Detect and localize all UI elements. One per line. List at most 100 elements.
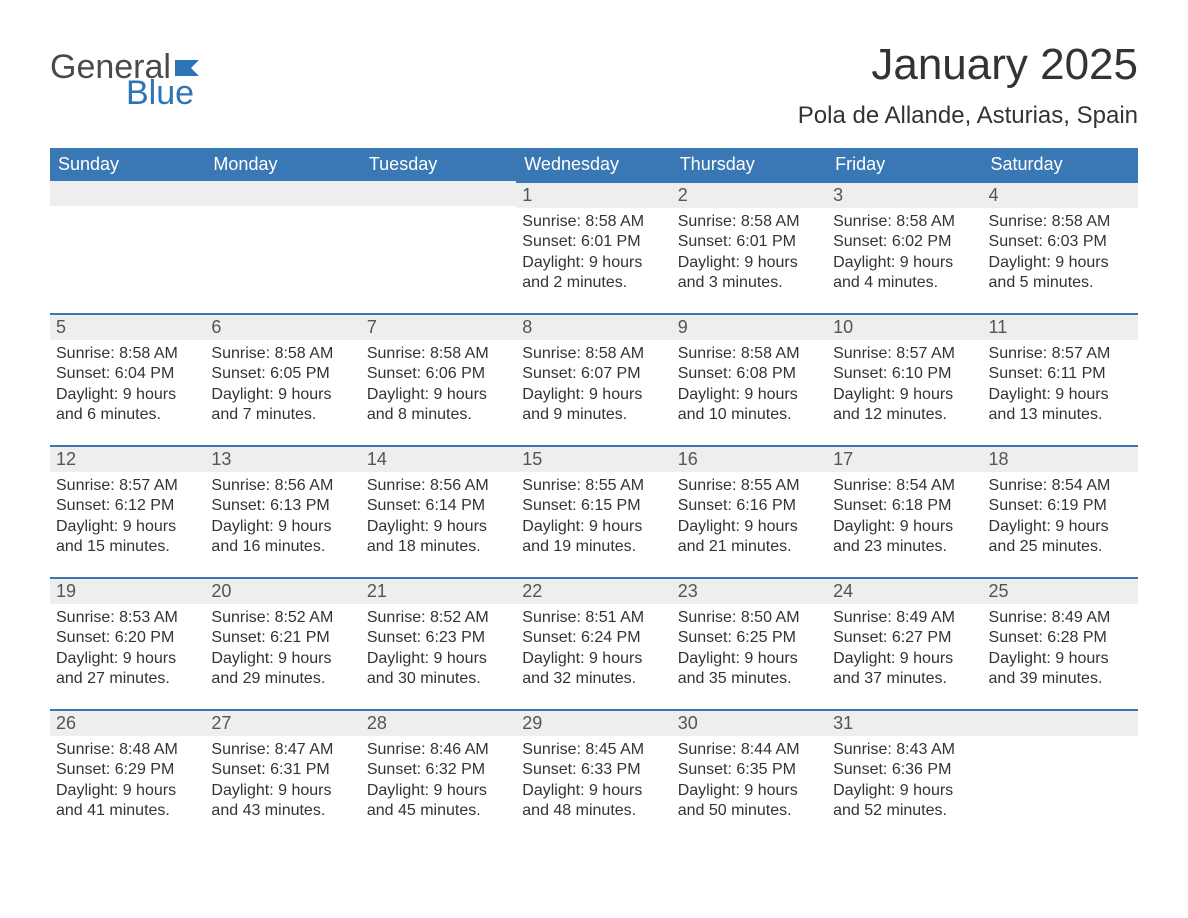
day-number [205, 181, 360, 206]
daylight-text: Daylight: 9 hours and 32 minutes. [522, 649, 665, 690]
day-number: 19 [50, 577, 205, 604]
day-cell: 1Sunrise: 8:58 AMSunset: 6:01 PMDaylight… [516, 181, 671, 311]
day-body: Sunrise: 8:58 AMSunset: 6:02 PMDaylight:… [827, 208, 982, 298]
daylight-text: Daylight: 9 hours and 5 minutes. [989, 253, 1132, 294]
day-cell: 28Sunrise: 8:46 AMSunset: 6:32 PMDayligh… [361, 709, 516, 839]
sunrise-text: Sunrise: 8:53 AM [56, 608, 199, 628]
sunrise-text: Sunrise: 8:54 AM [833, 476, 976, 496]
day-number: 30 [672, 709, 827, 736]
day-cell: 8Sunrise: 8:58 AMSunset: 6:07 PMDaylight… [516, 313, 671, 443]
daylight-text: Daylight: 9 hours and 2 minutes. [522, 253, 665, 294]
day-body: Sunrise: 8:49 AMSunset: 6:27 PMDaylight:… [827, 604, 982, 694]
daylight-text: Daylight: 9 hours and 30 minutes. [367, 649, 510, 690]
sunset-text: Sunset: 6:05 PM [211, 364, 354, 384]
day-number: 9 [672, 313, 827, 340]
daylight-text: Daylight: 9 hours and 13 minutes. [989, 385, 1132, 426]
day-cell [50, 181, 205, 311]
day-number: 29 [516, 709, 671, 736]
day-body: Sunrise: 8:47 AMSunset: 6:31 PMDaylight:… [205, 736, 360, 826]
sunset-text: Sunset: 6:14 PM [367, 496, 510, 516]
day-body: Sunrise: 8:52 AMSunset: 6:21 PMDaylight:… [205, 604, 360, 694]
daylight-text: Daylight: 9 hours and 15 minutes. [56, 517, 199, 558]
day-number: 11 [983, 313, 1138, 340]
day-body: Sunrise: 8:57 AMSunset: 6:11 PMDaylight:… [983, 340, 1138, 430]
day-cell: 21Sunrise: 8:52 AMSunset: 6:23 PMDayligh… [361, 577, 516, 707]
day-number: 4 [983, 181, 1138, 208]
day-number: 26 [50, 709, 205, 736]
day-number: 27 [205, 709, 360, 736]
day-number: 12 [50, 445, 205, 472]
day-body: Sunrise: 8:58 AMSunset: 6:06 PMDaylight:… [361, 340, 516, 430]
day-cell: 3Sunrise: 8:58 AMSunset: 6:02 PMDaylight… [827, 181, 982, 311]
week-row: 19Sunrise: 8:53 AMSunset: 6:20 PMDayligh… [50, 577, 1138, 707]
sunset-text: Sunset: 6:02 PM [833, 232, 976, 252]
day-number: 22 [516, 577, 671, 604]
sunset-text: Sunset: 6:16 PM [678, 496, 821, 516]
sunrise-text: Sunrise: 8:43 AM [833, 740, 976, 760]
sunset-text: Sunset: 6:03 PM [989, 232, 1132, 252]
day-cell [983, 709, 1138, 839]
daylight-text: Daylight: 9 hours and 19 minutes. [522, 517, 665, 558]
day-cell: 4 Sunrise: 8:58 AMSunset: 6:03 PMDaylight… [983, 181, 1138, 311]
day-body: Sunrise: 8:44 AMSunset: 6:35 PMDaylight:… [672, 736, 827, 826]
sunrise-text: Sunrise: 8:51 AM [522, 608, 665, 628]
day-body: Sunrise: 8:49 AMSunset: 6:28 PMDaylight:… [983, 604, 1138, 694]
day-number [50, 181, 205, 206]
week-row: 12Sunrise: 8:57 AMSunset: 6:12 PMDayligh… [50, 445, 1138, 575]
week-row: 5Sunrise: 8:58 AMSunset: 6:04 PMDaylight… [50, 313, 1138, 443]
sunrise-text: Sunrise: 8:48 AM [56, 740, 199, 760]
daylight-text: Daylight: 9 hours and 12 minutes. [833, 385, 976, 426]
weeks-container: 1Sunrise: 8:58 AMSunset: 6:01 PMDaylight… [50, 181, 1138, 839]
day-body: Sunrise: 8:51 AMSunset: 6:24 PMDaylight:… [516, 604, 671, 694]
sunrise-text: Sunrise: 8:58 AM [56, 344, 199, 364]
sunrise-text: Sunrise: 8:44 AM [678, 740, 821, 760]
week-row: 1Sunrise: 8:58 AMSunset: 6:01 PMDaylight… [50, 181, 1138, 311]
daylight-text: Daylight: 9 hours and 27 minutes. [56, 649, 199, 690]
sunset-text: Sunset: 6:31 PM [211, 760, 354, 780]
sunset-text: Sunset: 6:13 PM [211, 496, 354, 516]
sunrise-text: Sunrise: 8:58 AM [367, 344, 510, 364]
day-cell: 12Sunrise: 8:57 AMSunset: 6:12 PMDayligh… [50, 445, 205, 575]
sunset-text: Sunset: 6:10 PM [833, 364, 976, 384]
daylight-text: Daylight: 9 hours and 45 minutes. [367, 781, 510, 822]
logo: General Blue [50, 40, 209, 110]
day-cell: 29Sunrise: 8:45 AMSunset: 6:33 PMDayligh… [516, 709, 671, 839]
day-cell: 19Sunrise: 8:53 AMSunset: 6:20 PMDayligh… [50, 577, 205, 707]
sunset-text: Sunset: 6:25 PM [678, 628, 821, 648]
day-number: 5 [50, 313, 205, 340]
sunset-text: Sunset: 6:28 PM [989, 628, 1132, 648]
week-row: 26Sunrise: 8:48 AMSunset: 6:29 PMDayligh… [50, 709, 1138, 839]
day-body: Sunrise: 8:54 AMSunset: 6:18 PMDaylight:… [827, 472, 982, 562]
day-number: 8 [516, 313, 671, 340]
day-number: 14 [361, 445, 516, 472]
day-body: Sunrise: 8:45 AMSunset: 6:33 PMDaylight:… [516, 736, 671, 826]
day-number: 3 [827, 181, 982, 208]
weekday-header: Tuesday [361, 148, 516, 181]
sunset-text: Sunset: 6:07 PM [522, 364, 665, 384]
daylight-text: Daylight: 9 hours and 18 minutes. [367, 517, 510, 558]
sunrise-text: Sunrise: 8:49 AM [989, 608, 1132, 628]
day-body: Sunrise: 8:54 AMSunset: 6:19 PMDaylight:… [983, 472, 1138, 562]
day-cell: 25Sunrise: 8:49 AMSunset: 6:28 PMDayligh… [983, 577, 1138, 707]
sunrise-text: Sunrise: 8:56 AM [211, 476, 354, 496]
day-cell: 5Sunrise: 8:58 AMSunset: 6:04 PMDaylight… [50, 313, 205, 443]
sunrise-text: Sunrise: 8:52 AM [211, 608, 354, 628]
day-number: 20 [205, 577, 360, 604]
day-number: 18 [983, 445, 1138, 472]
day-number: 16 [672, 445, 827, 472]
sunrise-text: Sunrise: 8:58 AM [989, 212, 1132, 232]
daylight-text: Daylight: 9 hours and 9 minutes. [522, 385, 665, 426]
month-title: January 2025 [798, 40, 1138, 90]
sunset-text: Sunset: 6:08 PM [678, 364, 821, 384]
daylight-text: Daylight: 9 hours and 4 minutes. [833, 253, 976, 294]
sunrise-text: Sunrise: 8:55 AM [522, 476, 665, 496]
sunset-text: Sunset: 6:33 PM [522, 760, 665, 780]
sunrise-text: Sunrise: 8:58 AM [678, 344, 821, 364]
daylight-text: Daylight: 9 hours and 35 minutes. [678, 649, 821, 690]
sunrise-text: Sunrise: 8:57 AM [989, 344, 1132, 364]
day-number: 25 [983, 577, 1138, 604]
daylight-text: Daylight: 9 hours and 21 minutes. [678, 517, 821, 558]
day-cell: 11Sunrise: 8:57 AMSunset: 6:11 PMDayligh… [983, 313, 1138, 443]
daylight-text: Daylight: 9 hours and 50 minutes. [678, 781, 821, 822]
day-cell: 23Sunrise: 8:50 AMSunset: 6:25 PMDayligh… [672, 577, 827, 707]
